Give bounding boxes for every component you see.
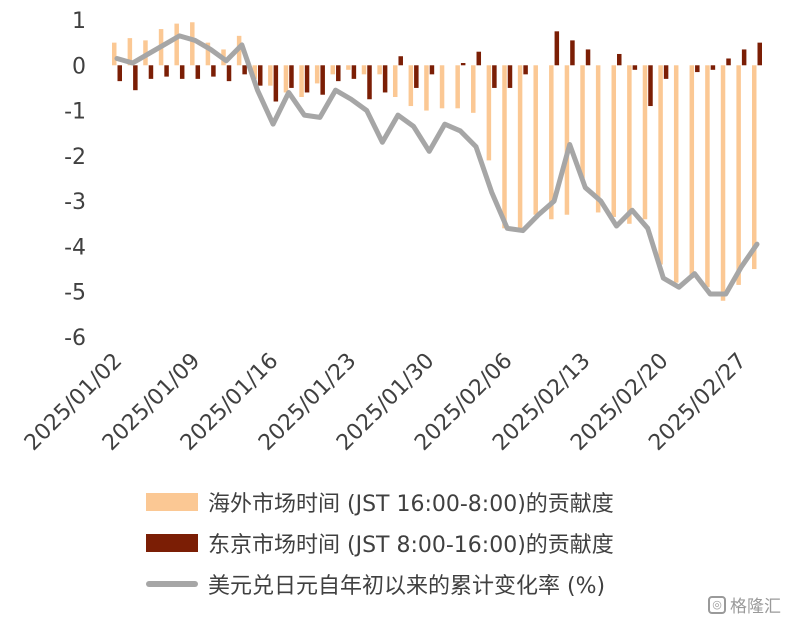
- bar-overseas: [408, 65, 414, 107]
- y-tick-label: -6: [64, 326, 86, 351]
- bar-tokyo: [351, 65, 357, 79]
- y-tick-label: -3: [64, 190, 86, 215]
- bar-tokyo: [257, 65, 263, 86]
- bar-tokyo: [507, 65, 513, 88]
- bar-overseas: [533, 65, 538, 215]
- bar-tokyo: [117, 65, 122, 82]
- bar-tokyo: [304, 65, 310, 93]
- bar-tokyo: [726, 58, 731, 66]
- bar-overseas: [611, 65, 617, 217]
- bar-overseas: [720, 65, 726, 301]
- watermark-logo-icon: ◎: [708, 595, 726, 614]
- bar-tokyo: [695, 65, 700, 73]
- cumulative-line: [114, 33, 760, 297]
- bar-overseas: [377, 65, 382, 75]
- legend: 海外市场时间 (JST 16:00-8:00)的贡献度 东京市场时间 (JST …: [146, 486, 614, 609]
- bar-tokyo: [273, 65, 279, 102]
- legend-label-overseas: 海外市场时间 (JST 16:00-8:00)的贡献度: [208, 492, 614, 517]
- legend-item-line: 美元兑日元自年初以来的累计变化率 (%): [146, 568, 614, 600]
- bar-overseas: [471, 65, 476, 113]
- bar-overseas: [455, 65, 460, 109]
- watermark-text: 格隆汇: [730, 597, 781, 617]
- bar-overseas: [595, 65, 601, 213]
- bar-overseas: [564, 65, 570, 215]
- bar-tokyo: [476, 51, 482, 66]
- legend-swatch-tokyo: [146, 534, 198, 552]
- bar-tokyo: [523, 65, 528, 75]
- bar-overseas: [424, 65, 429, 111]
- bar-overseas: [752, 65, 757, 270]
- bar-tokyo: [570, 40, 575, 66]
- legend-item-overseas: 海外市场时间 (JST 16:00-8:00)的贡献度: [146, 486, 614, 518]
- bar-tokyo: [741, 49, 747, 66]
- bar-tokyo: [710, 65, 716, 70]
- bar-overseas: [205, 42, 211, 66]
- bar-overseas: [299, 65, 304, 97]
- bar-tokyo: [492, 65, 497, 88]
- bar-tokyo: [148, 65, 154, 79]
- bar-tokyo: [663, 65, 669, 79]
- bar-tokyo: [460, 63, 466, 66]
- bar-overseas: [361, 65, 367, 75]
- bar-tokyo: [617, 53, 622, 66]
- bar-overseas: [392, 65, 398, 97]
- bar-tokyo: [429, 65, 435, 75]
- bar-tokyo: [398, 56, 403, 66]
- bar-overseas: [252, 65, 257, 79]
- bar-tokyo: [320, 65, 325, 95]
- bar-overseas: [112, 42, 117, 66]
- bar-tokyo: [585, 49, 591, 66]
- bar-tokyo: [133, 65, 138, 91]
- bar-tokyo: [632, 65, 638, 70]
- bar-overseas: [689, 65, 695, 279]
- bar-tokyo: [226, 65, 232, 82]
- bar-tokyo: [367, 65, 372, 100]
- bar-overseas: [627, 65, 632, 224]
- legend-swatch-overseas: [146, 493, 198, 511]
- bar-tokyo: [336, 65, 341, 82]
- bar-tokyo: [164, 65, 169, 77]
- bar-tokyo: [648, 65, 653, 107]
- bar-tokyo: [242, 65, 247, 75]
- bar-overseas: [549, 65, 554, 220]
- y-tick-label: -5: [64, 281, 86, 306]
- bar-overseas: [642, 65, 648, 220]
- watermark: ◎ 格隆汇: [708, 592, 781, 617]
- legend-swatch-line: [146, 581, 198, 587]
- bar-tokyo: [211, 65, 216, 77]
- y-tick-label: -2: [64, 145, 86, 170]
- bar-tokyo: [382, 65, 388, 93]
- legend-label-tokyo: 东京市场时间 (JST 8:00-16:00)的贡献度: [208, 533, 614, 558]
- y-tick-label: -4: [64, 235, 86, 260]
- bar-tokyo: [757, 42, 762, 66]
- bar-overseas: [174, 23, 179, 66]
- bar-overseas: [486, 65, 492, 161]
- legend-item-tokyo: 东京市场时间 (JST 8:00-16:00)的贡献度: [146, 527, 614, 559]
- bar-overseas: [314, 65, 320, 84]
- bar-tokyo: [554, 31, 560, 66]
- bar-overseas: [268, 65, 273, 86]
- bar-tokyo: [414, 65, 419, 88]
- bar-overseas: [283, 65, 289, 93]
- bar-overseas: [330, 65, 336, 75]
- y-tick-label: 0: [72, 54, 86, 79]
- bar-tokyo: [289, 65, 294, 88]
- legend-label-line: 美元兑日元自年初以来的累计变化率 (%): [208, 574, 606, 599]
- y-tick-label: 1: [72, 9, 86, 34]
- bar-overseas: [580, 65, 585, 179]
- bar-overseas: [127, 38, 133, 66]
- bar-overseas: [517, 65, 523, 231]
- bar-overseas: [736, 65, 741, 285]
- bar-overseas: [705, 65, 710, 288]
- bar-tokyo: [195, 65, 201, 79]
- bar-overseas: [346, 65, 351, 70]
- bar-overseas: [190, 22, 195, 66]
- bar-overseas: [439, 65, 445, 109]
- y-tick-label: -1: [64, 100, 86, 125]
- bar-overseas: [673, 65, 679, 283]
- bar-tokyo: [179, 65, 185, 79]
- bar-overseas: [502, 65, 507, 229]
- bar-overseas: [658, 65, 663, 265]
